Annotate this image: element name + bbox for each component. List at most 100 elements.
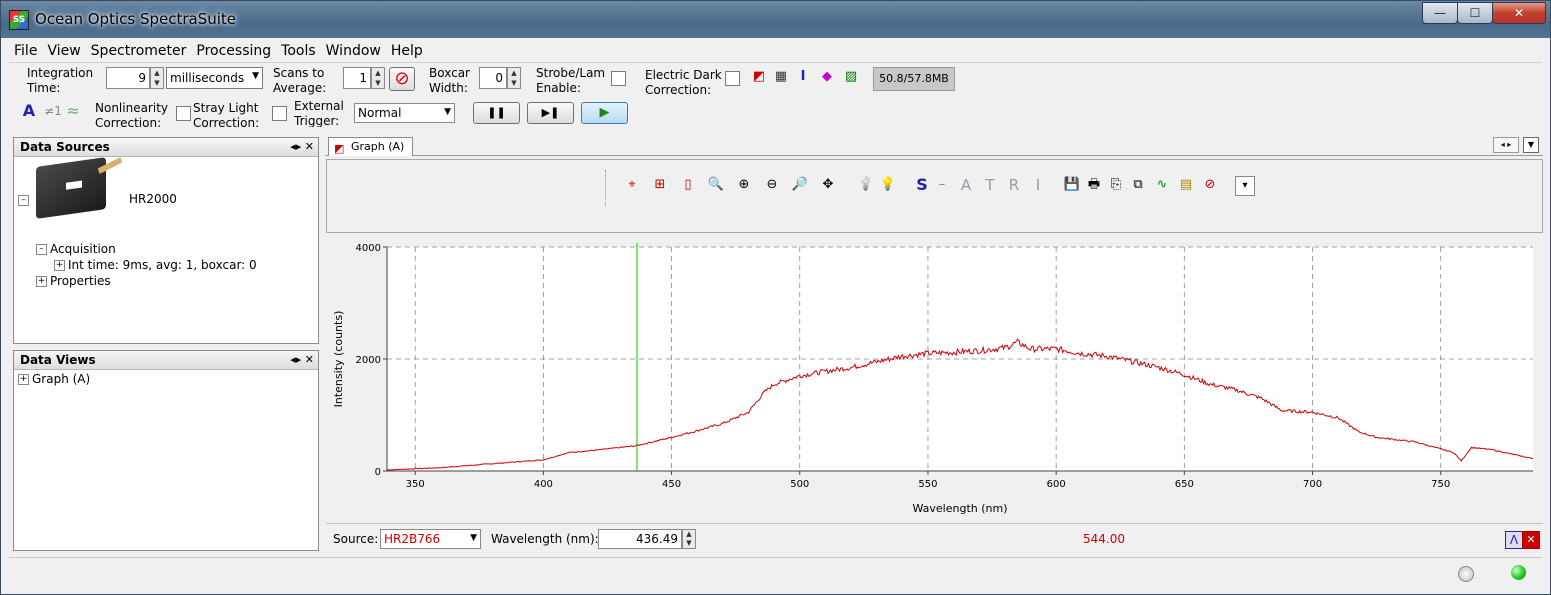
nonlinearity-checkbox[interactable]: [176, 106, 191, 121]
panel-controls[interactable]: ◂▸ ✕: [290, 140, 314, 153]
scans-to-average-input[interactable]: 1: [343, 67, 371, 89]
graph-icon: ◩: [334, 142, 345, 155]
menu-view[interactable]: View: [47, 43, 81, 59]
dark-icon[interactable]: –: [938, 177, 946, 192]
delete-overlay-icon[interactable]: ⊘: [1204, 177, 1216, 192]
more-tools-dropdown[interactable]: ▾: [1235, 176, 1255, 196]
menu-spectrometer[interactable]: Spectrometer: [90, 43, 187, 59]
y-tick-label: 2000: [356, 355, 381, 366]
irradiance-mode-icon[interactable]: I: [1035, 176, 1041, 194]
trigger-mode-select[interactable]: Normal ▼: [354, 103, 455, 123]
boxcar-spinner[interactable]: ▲ ▼: [507, 67, 521, 89]
nonlinearity-label: Nonlinearity Correction:: [95, 101, 169, 127]
maximize-button[interactable]: ☐: [1457, 2, 1493, 24]
menu-processing[interactable]: Processing: [196, 43, 272, 59]
chevron-down-icon: ▼: [252, 71, 259, 81]
minimize-button[interactable]: —: [1422, 2, 1458, 24]
menu-tools[interactable]: Tools: [281, 43, 316, 59]
table-icon[interactable]: ▦: [774, 69, 788, 84]
memory-indicator[interactable]: 50.8/57.8MB: [873, 67, 955, 91]
copy-icon[interactable]: ⎘: [1110, 177, 1122, 192]
device-label[interactable]: HR2000: [129, 192, 177, 206]
spectrum-chart[interactable]: 350 400 450 500 550 600 650 700 750 0 2000 4000 Wav…: [326, 237, 1543, 521]
convert-icon[interactable]: ▤: [1179, 177, 1193, 192]
close-cursor-icon[interactable]: ✕: [1522, 531, 1540, 549]
annotation-a-icon[interactable]: A: [22, 101, 36, 120]
x-tick-label: 350: [406, 479, 425, 490]
graph-icon[interactable]: ◩: [752, 69, 766, 84]
tree-collapse-device[interactable]: –: [18, 193, 32, 208]
pan-icon[interactable]: ✥: [822, 177, 834, 192]
lamp-off-icon[interactable]: 💡: [857, 177, 875, 192]
fit-all-icon[interactable]: ⊞: [654, 177, 666, 192]
title-bar[interactable]: SS Ocean Optics SpectraSuite — ☐ ✕: [1, 1, 1550, 38]
step-button[interactable]: ▶❚: [527, 102, 574, 124]
menu-file[interactable]: File: [14, 43, 38, 59]
scope-mode-icon[interactable]: S: [916, 175, 928, 194]
x-tick-label: 550: [918, 479, 937, 490]
wave-icon[interactable]: ≈: [66, 101, 80, 120]
zoom-area-icon[interactable]: 🔎: [791, 177, 809, 192]
x-tick-label: 650: [1175, 479, 1194, 490]
chevron-down-icon: ▼: [470, 533, 477, 543]
integration-time-spinner[interactable]: ▲ ▼: [150, 67, 164, 89]
integration-time-input[interactable]: 9: [106, 67, 150, 89]
image-icon[interactable]: ▨: [844, 69, 858, 84]
close-button[interactable]: ✕: [1492, 2, 1546, 24]
fit-vertical-icon[interactable]: ▯: [684, 177, 692, 192]
scans-spinner[interactable]: ▲ ▼: [371, 67, 385, 89]
properties-label: Properties: [50, 274, 111, 288]
menu-window[interactable]: Window: [325, 43, 381, 59]
source-label: Source:: [333, 532, 379, 546]
x-tick-label: 700: [1303, 479, 1322, 490]
wavelength-input[interactable]: 436.49: [598, 529, 682, 549]
graph-toolbar: ⌖ ⊞ ▯ 🔍 ⊕ ⊖ 🔎 ✥ 💡 💡 S – A T R I 💾 🖶 ⎘ ⧉ …: [326, 159, 1543, 233]
x-tick-label: 400: [534, 479, 553, 490]
peak-icon[interactable]: Λ: [1505, 531, 1523, 549]
zoom-1-1-icon[interactable]: 🔍: [707, 177, 725, 192]
pause-button[interactable]: ❚❚: [473, 102, 520, 124]
tab-graph-a[interactable]: ◩ Graph (A): [328, 137, 414, 156]
int-time-label: Int time: 9ms, avg: 1, boxcar: 0: [68, 258, 257, 272]
graph-a-label: Graph (A): [32, 372, 91, 386]
tree-int-time[interactable]: + Int time: 9ms, avg: 1, boxcar: 0: [54, 258, 257, 272]
play-button[interactable]: ▶: [581, 102, 628, 124]
spectrum-svg[interactable]: 350 400 450 500 550 600 650 700 750 0 2000 4000 Wav…: [326, 237, 1543, 521]
data-views-title: Data Views: [20, 353, 96, 367]
wavelength-spinner[interactable]: ▲ ▼: [682, 529, 696, 549]
color-icon[interactable]: ◆: [822, 69, 832, 84]
lamp-on-icon[interactable]: 💡: [879, 177, 897, 192]
tree-properties[interactable]: + Properties: [36, 274, 111, 288]
text-cursor-icon[interactable]: I: [800, 69, 806, 84]
reflection-mode-icon[interactable]: R: [1008, 176, 1020, 194]
tree-acquisition[interactable]: – Acquisition: [36, 242, 116, 257]
not-equal-icon[interactable]: ≠1: [44, 104, 62, 118]
print-icon[interactable]: 🖶: [1087, 177, 1101, 192]
stray-light-checkbox[interactable]: [272, 106, 287, 121]
activity-icon: [1458, 566, 1474, 582]
data-sources-title: Data Sources: [20, 140, 110, 154]
strobe-lamp-checkbox[interactable]: [611, 71, 626, 86]
absorbance-mode-icon[interactable]: A: [960, 176, 972, 194]
electric-dark-checkbox[interactable]: [725, 71, 740, 86]
stop-icon[interactable]: ⊘: [389, 67, 415, 91]
integration-time-label: Integration Time:: [27, 66, 94, 95]
overlay-icon[interactable]: ∿: [1156, 177, 1168, 192]
source-select[interactable]: HR2B766 ▼: [380, 529, 481, 549]
tab-menu-button[interactable]: ▼: [1523, 137, 1539, 153]
save-icon[interactable]: 💾: [1063, 177, 1081, 192]
panel-controls[interactable]: ◂▸ ✕: [290, 353, 314, 366]
menu-help[interactable]: Help: [390, 43, 423, 59]
boxcar-width-input[interactable]: 0: [479, 67, 507, 89]
copy-graph-icon[interactable]: ⧉: [1133, 177, 1143, 192]
tab-scroll-arrows[interactable]: ◂ ▸: [1493, 137, 1519, 153]
tree-graph-a[interactable]: + Graph (A): [18, 372, 91, 386]
zoom-out-icon[interactable]: ⊖: [766, 177, 778, 192]
stray-light-label: Stray Light Correction:: [193, 101, 260, 127]
crosshair-icon[interactable]: ⌖: [628, 177, 636, 192]
data-views-panel: Data Views ◂▸ ✕ + Graph (A): [13, 350, 319, 551]
tab-graph-label: Graph (A): [351, 140, 405, 153]
zoom-in-icon[interactable]: ⊕: [738, 177, 750, 192]
transmission-mode-icon[interactable]: T: [985, 176, 995, 194]
integration-unit-select[interactable]: milliseconds ▼: [166, 67, 263, 89]
